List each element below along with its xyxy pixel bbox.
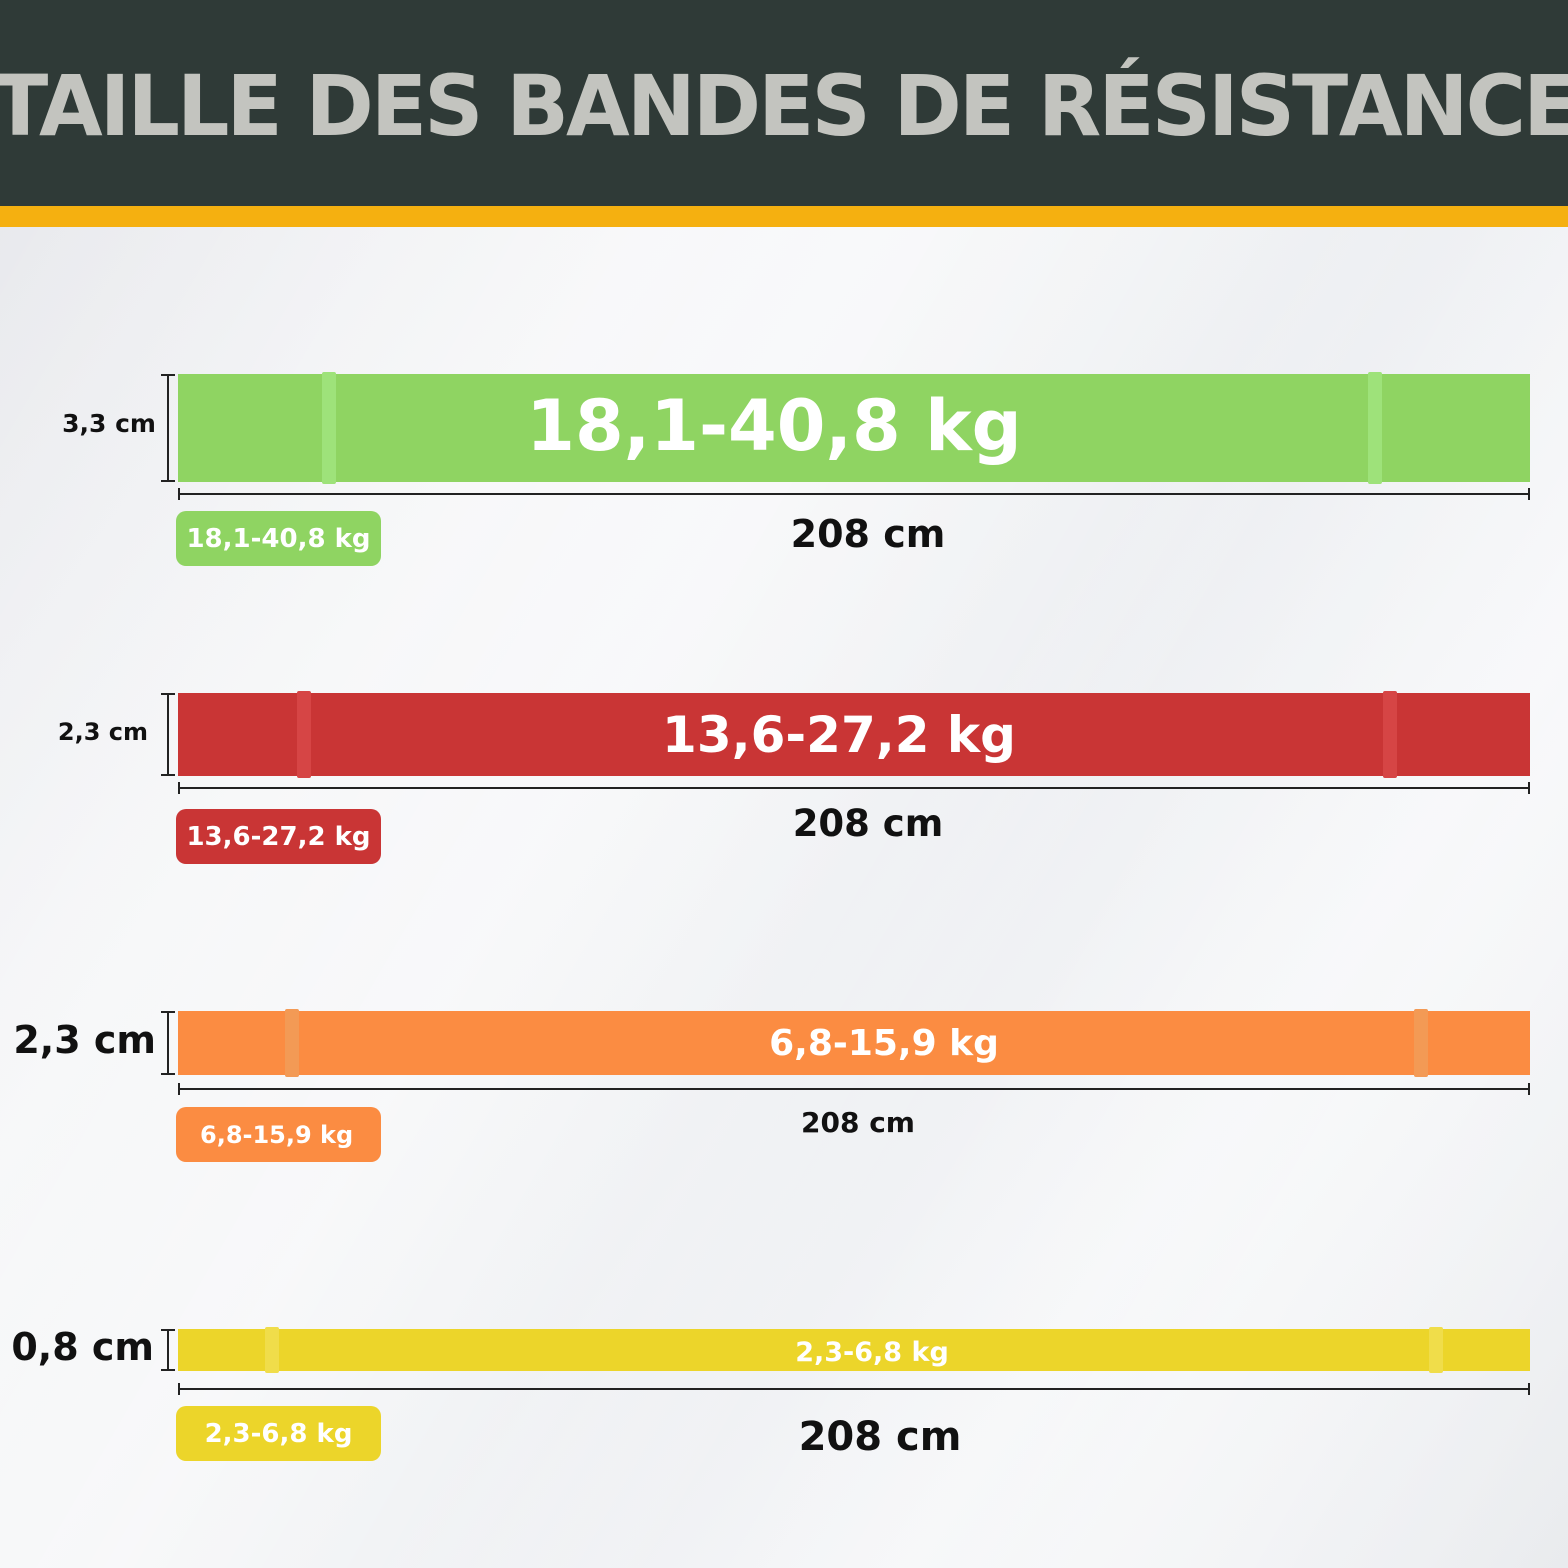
resistance-badge-red: 13,6-27,2 kg [176,809,381,864]
band-resistance-label: 6,8-15,9 kg [769,1022,999,1064]
width-bracket [161,693,175,776]
band-width-label: 2,3 cm [13,1018,156,1062]
resistance-band-orange: 6,8-15,9 kg [178,1009,1530,1077]
band-length-label: 208 cm [801,1106,915,1139]
resistance-badge-green: 18,1-40,8 kg [176,511,381,566]
accent-stripe [0,206,1568,227]
resistance-band-yellow: 2,3-6,8 kg [178,1327,1530,1373]
header-bar: TAILLE DES BANDES DE RÉSISTANCE [0,0,1568,206]
width-bracket [161,1329,175,1371]
band-length-label: 208 cm [798,1414,962,1460]
band-resistance-label: 2,3-6,8 kg [795,1336,949,1368]
band-length-label: 208 cm [790,512,946,556]
band-tab [1414,1009,1428,1077]
resistance-badge-orange: 6,8-15,9 kg [176,1107,381,1162]
length-bracket [178,1383,1530,1395]
band-length-label: 208 cm [792,802,944,845]
band-resistance-label: 13,6-27,2 kg [662,705,1016,764]
band-tab [1383,691,1397,778]
band-resistance-label: 18,1-40,8 kg [526,385,1022,467]
resistance-band-green: 18,1-40,8 kg [178,372,1530,484]
width-bracket [161,374,175,482]
band-tab [265,1327,279,1373]
resistance-band-red: 13,6-27,2 kg [178,691,1530,778]
band-width-label: 2,3 cm [57,718,148,746]
band-width-label: 3,3 cm [62,409,156,438]
band-tab [1368,372,1382,484]
length-bracket [178,488,1530,500]
band-tab [1429,1327,1443,1373]
length-bracket [178,1083,1530,1095]
band-tab [322,372,336,484]
length-bracket [178,782,1530,794]
resistance-badge-yellow: 2,3-6,8 kg [176,1406,381,1461]
band-width-label: 0,8 cm [11,1325,154,1369]
page-title: TAILLE DES BANDES DE RÉSISTANCE [0,57,1568,155]
band-tab [285,1009,299,1077]
band-tab [297,691,311,778]
width-bracket [161,1011,175,1075]
